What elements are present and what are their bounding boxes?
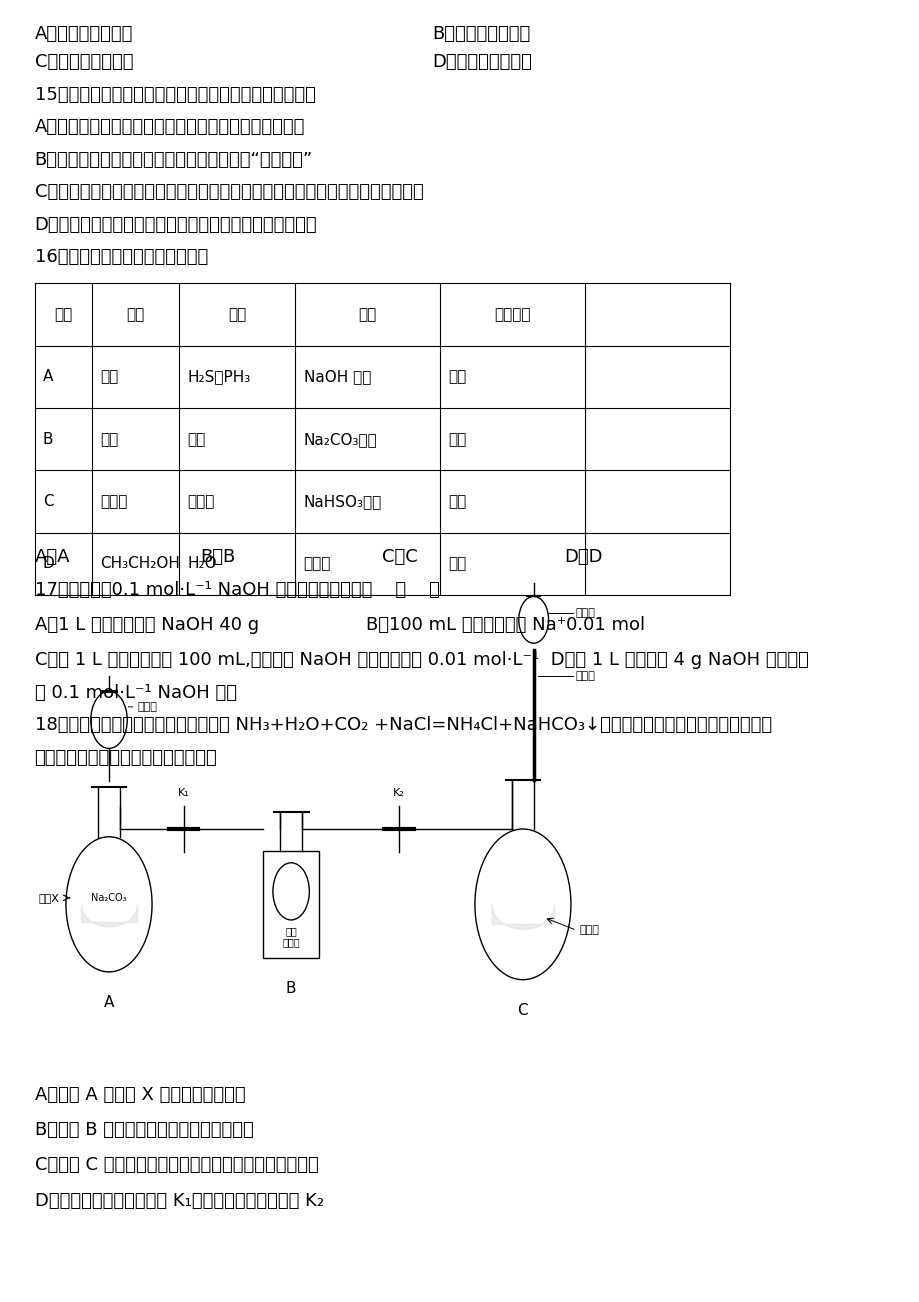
Text: 蕲馏: 蕲馏	[448, 556, 466, 572]
Text: D．春蚕到死丝方尽: D．春蚕到死丝方尽	[431, 53, 531, 72]
Text: B: B	[43, 432, 53, 447]
Text: B．B: B．B	[199, 548, 235, 566]
Text: B．乙醇和汽油都是可再生能源，应大力推广“乙醇汽油”: B．乙醇和汽油都是可再生能源，应大力推广“乙醇汽油”	[35, 151, 312, 169]
Text: 熟石灰: 熟石灰	[303, 556, 331, 572]
Text: NaHSO₃溶液: NaHSO₃溶液	[303, 493, 381, 509]
Text: 乙醉: 乙醉	[100, 432, 119, 447]
Text: D: D	[43, 556, 54, 572]
Text: 渴乙烷: 渴乙烷	[100, 493, 128, 509]
Text: A．乙二醇可用来生产聚酯纤维和作汽车发动机的抗冻剂: A．乙二醇可用来生产聚酯纤维和作汽车发动机的抗冻剂	[35, 118, 304, 137]
Text: CH₃CH₂OH: CH₃CH₂OH	[100, 556, 180, 572]
Text: 试剂: 试剂	[358, 307, 376, 322]
Bar	[263, 852, 319, 957]
Text: 稀硫酸: 稀硫酸	[138, 702, 158, 712]
Text: C: C	[517, 1003, 528, 1018]
Text: 17、下列有关0.1 mol·L⁻¹ NaOH 溶液的叙述正确的是    （    ）: 17、下列有关0.1 mol·L⁻¹ NaOH 溶液的叙述正确的是 （ ）	[35, 581, 439, 599]
Text: D．D: D．D	[563, 548, 602, 566]
Text: C．福尔马林是甲醇的水溶液，具有杀菌防腐能力，因此可以用其保鲜鱼肉等食品: C．福尔马林是甲醇的水溶液，具有杀菌防腐能力，因此可以用其保鲜鱼肉等食品	[35, 184, 423, 202]
Text: H₂S、PH₃: H₂S、PH₃	[187, 370, 250, 384]
Text: D．实验开始后，应先打开 K₁一段时间，然后再打开 K₂: D．实验开始后，应先打开 K₁一段时间，然后再打开 K₂	[35, 1191, 323, 1210]
Text: Na₂CO₃溶液: Na₂CO₃溶液	[303, 432, 377, 447]
Text: 浓氨水: 浓氨水	[574, 608, 595, 618]
Text: 分液: 分液	[448, 493, 466, 509]
Text: D．某中含有某焦油及多种化工原料，可通过某的干馏获得: D．某中含有某焦油及多种化工原料，可通过某的干馏获得	[35, 216, 317, 234]
Text: 渴单质: 渴单质	[187, 493, 214, 509]
Text: C: C	[43, 493, 53, 509]
Text: B: B	[286, 980, 296, 996]
Text: B．装置 B 中球形干燥管的作用是防止倒吸: B．装置 B 中球形干燥管的作用是防止倒吸	[35, 1121, 253, 1139]
Text: C．狐裘不暖锦衾薄: C．狐裘不暖锦衾薄	[35, 53, 133, 72]
Text: 得 0.1 mol·L⁻¹ NaOH 溶液: 得 0.1 mol·L⁻¹ NaOH 溶液	[35, 684, 236, 702]
Text: 杂质: 杂质	[228, 307, 246, 322]
Text: Na₂CO₃: Na₂CO₃	[91, 893, 127, 902]
Text: 碱石灰: 碱石灰	[579, 926, 598, 935]
Text: H₂O: H₂O	[187, 556, 217, 572]
Text: 洗气: 洗气	[448, 370, 466, 384]
Text: 15、有机化学知识在生活中应用广泛，下列说法正确的是: 15、有机化学知识在生活中应用广泛，下列说法正确的是	[35, 86, 315, 104]
Text: 模拟该制备过程，下列说法不正确的是: 模拟该制备过程，下列说法不正确的是	[35, 749, 217, 767]
Text: 物质: 物质	[127, 307, 144, 322]
Text: C．从 1 L 该溶液中取出 100 mL,所取出的 NaOH 溶液的浓度为 0.01 mol·L⁻¹  D．在 1 L 水中溢解 4 g NaOH 即可配制: C．从 1 L 该溶液中取出 100 mL,所取出的 NaOH 溶液的浓度为 0…	[35, 651, 808, 669]
Text: A: A	[104, 995, 114, 1010]
Text: NaOH 溶液: NaOH 溶液	[303, 370, 370, 384]
Text: 16、下列除去杂质的方法正确的是: 16、下列除去杂质的方法正确的是	[35, 249, 208, 267]
Text: 18、侯氏制碱法制备碳酸氢钓的原理为 NH₃+H₂O+CO₂ +NaCl=NH₄Cl+NaHCO₃↓，某化学小组用如图装置在实验室中: 18、侯氏制碱法制备碳酸氢钓的原理为 NH₃+H₂O+CO₂ +NaCl=NH₄…	[35, 716, 771, 734]
Text: A．1 L 该溶液中含有 NaOH 40 g: A．1 L 该溶液中含有 NaOH 40 g	[35, 616, 258, 634]
Text: A: A	[43, 370, 53, 384]
Text: 仪器X: 仪器X	[39, 893, 60, 902]
Text: B．100 mL 该溶液中含有 Na⁺0.01 mol: B．100 mL 该溶液中含有 Na⁺0.01 mol	[365, 616, 644, 634]
Text: K₁: K₁	[177, 788, 189, 798]
Text: A．A: A．A	[35, 548, 70, 566]
Text: 分液: 分液	[448, 432, 466, 447]
Text: B．朝如青丝暮成雪: B．朝如青丝暮成雪	[431, 25, 529, 43]
Text: 橡胶管: 橡胶管	[574, 671, 595, 681]
Text: K₂: K₂	[392, 788, 404, 798]
Text: 乙炱: 乙炱	[100, 370, 119, 384]
Text: C．C: C．C	[381, 548, 417, 566]
Text: 选项: 选项	[54, 307, 73, 322]
Text: 饱和
食盐水: 饱和 食盐水	[282, 926, 300, 948]
Text: 主要操作: 主要操作	[494, 307, 530, 322]
Text: 乙酸: 乙酸	[187, 432, 206, 447]
Text: C．装置 C 中橡胶管的作用是平衡压强，使溶液顺利滴下: C．装置 C 中橡胶管的作用是平衡压强，使溶液顺利滴下	[35, 1156, 318, 1174]
Text: A．装置 A 中仸器 X 的名称为蕲馏烧瓶: A．装置 A 中仸器 X 的名称为蕲馏烧瓶	[35, 1086, 244, 1104]
Text: A．柳絮飞时花满城: A．柳絮飞时花满城	[35, 25, 132, 43]
